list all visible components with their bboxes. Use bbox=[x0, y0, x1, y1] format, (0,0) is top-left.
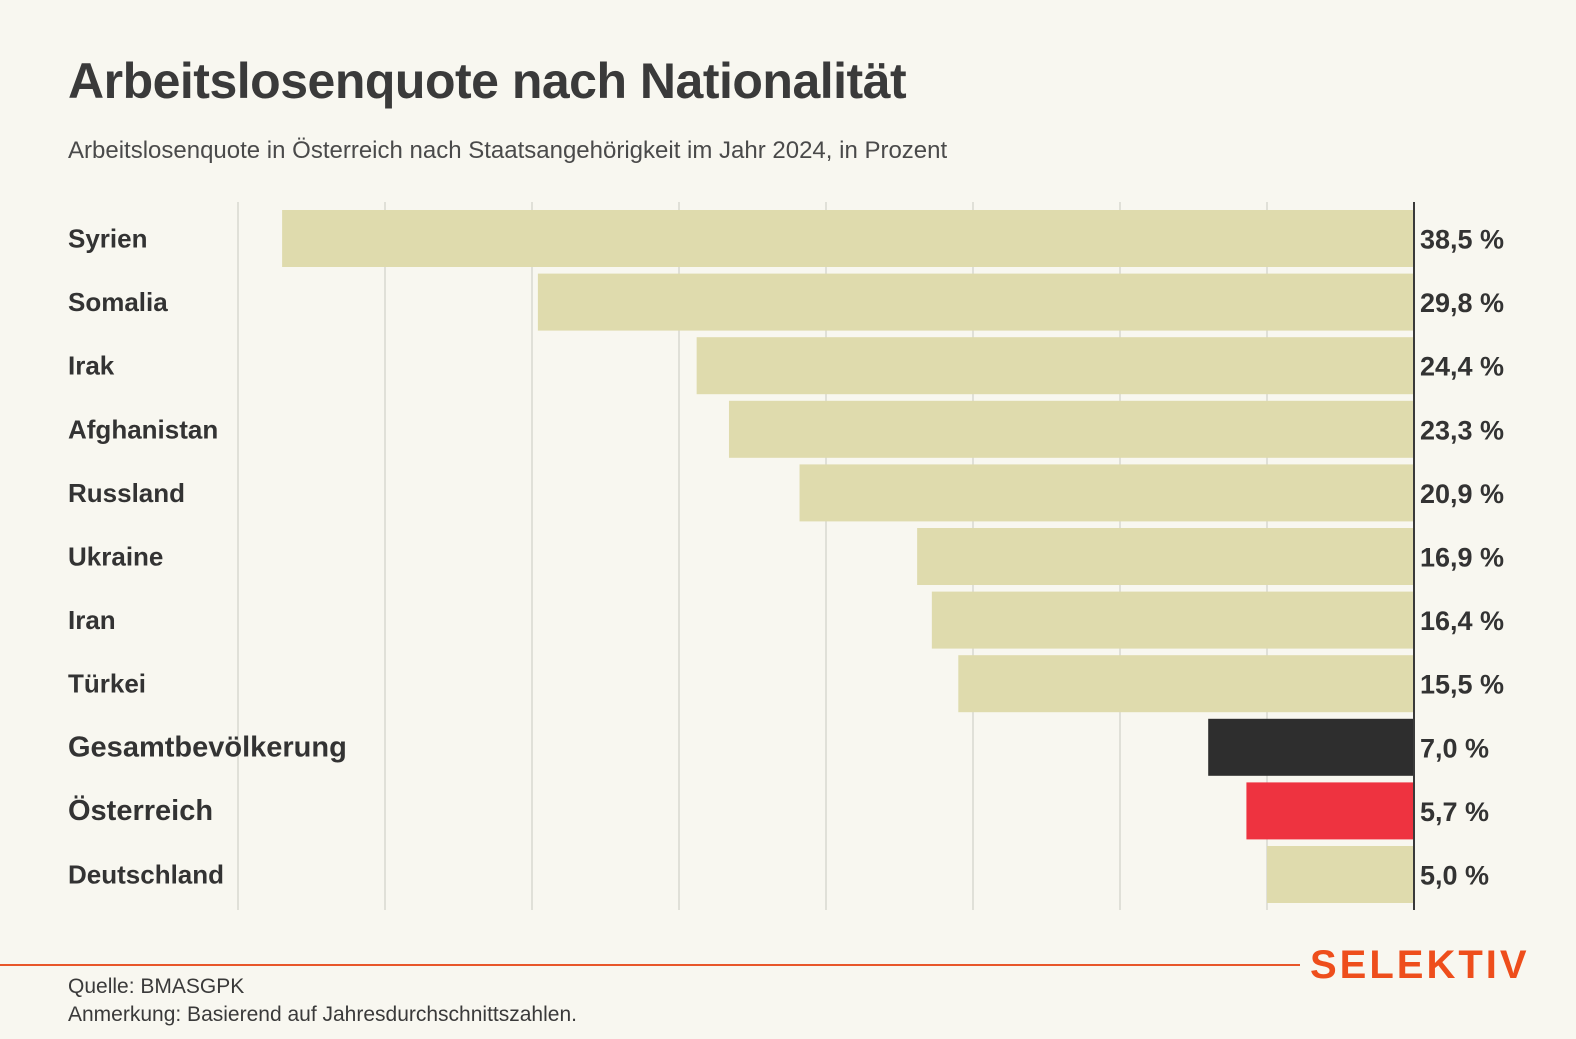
bar-iran bbox=[931, 591, 1414, 649]
category-label-tuerkei: Türkei bbox=[68, 669, 146, 699]
bar-chart: Syrien Somalia Irak Afghanistan Russland Ukra… bbox=[68, 202, 1504, 910]
bar-tuerkei bbox=[958, 655, 1414, 713]
chart-subtitle: Arbeitslosenquote in Österreich nach Sta… bbox=[68, 137, 948, 164]
bar-russland bbox=[799, 464, 1414, 522]
footer-divider bbox=[0, 964, 1300, 966]
value-label-syrien: 38,5 % bbox=[1420, 225, 1504, 255]
value-label-irak: 24,4 % bbox=[1420, 352, 1504, 382]
category-labels: Syrien Somalia Irak Afghanistan Russland Ukra… bbox=[68, 224, 347, 890]
bars bbox=[282, 210, 1415, 903]
bar-syrien bbox=[282, 210, 1415, 267]
brand-logo: SELEKTIV bbox=[1310, 943, 1530, 987]
value-label-afghanistan: 23,3 % bbox=[1420, 415, 1504, 445]
value-label-russland: 20,9 % bbox=[1420, 479, 1504, 509]
bar-deutschland bbox=[1267, 846, 1414, 903]
value-label-deutschland: 5,0 % bbox=[1420, 861, 1489, 891]
bar-somalia bbox=[537, 273, 1414, 331]
bar-afghanistan bbox=[728, 400, 1414, 458]
bar-ukraine bbox=[917, 528, 1414, 585]
chart-title: Arbeitslosenquote nach Nationalität bbox=[68, 53, 907, 109]
value-label-ukraine: 16,9 % bbox=[1420, 543, 1504, 573]
category-label-iran: Iran bbox=[68, 605, 116, 635]
value-label-oesterreich: 5,7 % bbox=[1420, 797, 1489, 827]
bar-oesterreich bbox=[1246, 782, 1414, 840]
category-label-deutschland: Deutschland bbox=[68, 860, 224, 890]
category-label-russland: Russland bbox=[68, 478, 185, 508]
value-label-tuerkei: 15,5 % bbox=[1420, 670, 1504, 700]
annotation-note: Anmerkung: Basierend auf Jahresdurchschn… bbox=[68, 1003, 577, 1026]
bar-gesamtbevoelkerung bbox=[1208, 718, 1414, 776]
category-label-irak: Irak bbox=[68, 351, 115, 381]
source-note: Quelle: BMASGPK bbox=[68, 975, 245, 998]
category-label-syrien: Syrien bbox=[68, 224, 148, 254]
category-label-somalia: Somalia bbox=[68, 287, 168, 317]
bar-irak bbox=[696, 337, 1414, 395]
category-label-gesamtbevoelkerung: Gesamtbevölkerung bbox=[68, 731, 347, 763]
value-label-iran: 16,4 % bbox=[1420, 606, 1504, 636]
category-label-ukraine: Ukraine bbox=[68, 542, 163, 572]
value-labels: 38,5 % 29,8 % 24,4 % 23,3 % 20,9 % 16,9 % 16,4… bbox=[1420, 225, 1504, 891]
category-label-afghanistan: Afghanistan bbox=[68, 414, 218, 444]
category-label-oesterreich: Österreich bbox=[68, 794, 213, 827]
value-label-somalia: 29,8 % bbox=[1420, 288, 1504, 318]
value-label-gesamtbevoelkerung: 7,0 % bbox=[1420, 733, 1489, 763]
